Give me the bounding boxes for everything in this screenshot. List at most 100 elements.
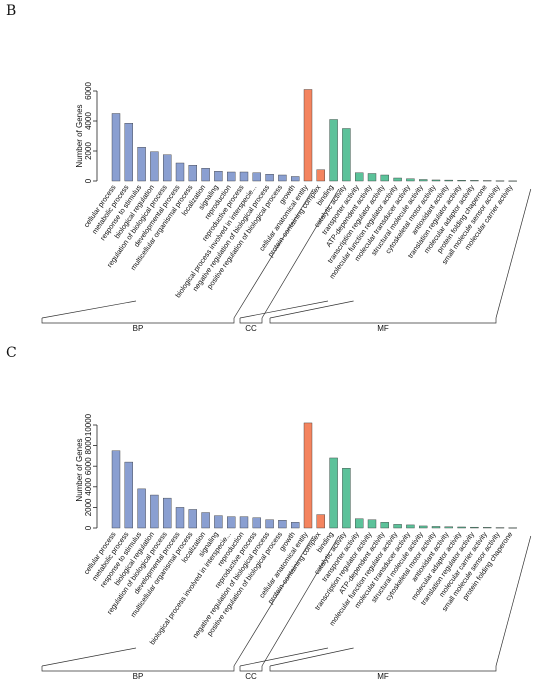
y-tick-label: 6000: [84, 457, 93, 475]
bar: [495, 527, 505, 529]
bar: [431, 526, 441, 529]
bar: [406, 524, 415, 529]
bar: [367, 173, 377, 182]
group-label: MF: [377, 324, 389, 333]
bar: [265, 519, 274, 529]
bar: [188, 509, 198, 529]
group-connector: [41, 300, 137, 319]
bar: [239, 171, 249, 182]
y-tick-label: 0: [84, 525, 93, 530]
group-label: CC: [245, 324, 257, 333]
bar: [483, 180, 492, 182]
group-bracket: [41, 666, 235, 672]
bar: [201, 512, 210, 529]
bar: [393, 177, 402, 182]
bar: [252, 517, 262, 529]
bar: [483, 527, 492, 529]
bar: [175, 507, 185, 529]
bar: [111, 450, 121, 529]
bar: [495, 180, 505, 182]
bar: [291, 522, 300, 529]
bar: [457, 526, 466, 529]
y-tick-label: 8000: [84, 436, 93, 454]
panel-letter-b: B: [6, 3, 17, 19]
group-bracket: [269, 666, 497, 672]
bar: [342, 468, 351, 529]
bar: [444, 179, 453, 182]
bar: [355, 172, 364, 182]
group-connector: [495, 188, 532, 319]
bar: [201, 168, 210, 182]
bar: [457, 180, 466, 182]
y-tick-label: 10000: [84, 413, 93, 436]
y-tick-label: 6000: [84, 82, 93, 100]
bar: [329, 457, 338, 529]
bar: [444, 526, 453, 529]
bar: [137, 488, 146, 529]
group-connector: [261, 188, 340, 319]
bar: [380, 522, 389, 529]
bar: [278, 520, 287, 529]
group-label: BP: [133, 324, 144, 333]
group-connector: [233, 188, 314, 319]
y-axis-title: Number of Genes: [75, 104, 84, 167]
group-connector: [269, 647, 354, 667]
bar: [303, 89, 313, 182]
group-connector: [239, 647, 329, 667]
bar: [355, 518, 364, 529]
bar: [226, 516, 236, 529]
group-label: BP: [133, 672, 144, 680]
bar: [214, 515, 223, 529]
group-connector: [261, 535, 340, 667]
bar: [278, 174, 287, 182]
bar: [393, 524, 402, 529]
bar: [111, 113, 121, 182]
bar: [175, 162, 185, 182]
bar: [214, 171, 223, 182]
bar: [508, 527, 517, 529]
bar: [265, 174, 274, 182]
group-bracket: [239, 318, 263, 324]
y-tick-label: 4000: [84, 112, 93, 130]
bar: [380, 174, 389, 182]
y-tick-label: 2000: [84, 498, 93, 516]
panel-letter-c: C: [6, 345, 17, 361]
bar: [470, 180, 479, 182]
bar: [419, 179, 428, 182]
bar: [124, 123, 134, 182]
bar: [406, 178, 415, 182]
group-connector: [495, 535, 532, 667]
y-tick-label: 2000: [84, 142, 93, 160]
bar: [162, 154, 172, 182]
bar: [150, 494, 159, 529]
bar: [316, 514, 325, 529]
bar: [329, 119, 338, 182]
bar: [137, 147, 146, 182]
group-label: CC: [245, 672, 257, 680]
bar: [316, 169, 325, 182]
bar: [419, 525, 428, 529]
group-connector: [233, 535, 314, 667]
bar: [162, 497, 172, 529]
y-axis-title: Number of Genes: [75, 438, 84, 501]
group-connector: [269, 300, 354, 319]
bar: [342, 128, 351, 182]
bar: [226, 171, 236, 182]
bar: [291, 176, 300, 182]
group-bracket: [269, 318, 497, 324]
group-bracket: [239, 666, 263, 672]
y-tick-label: 4000: [84, 477, 93, 495]
bar: [303, 422, 313, 529]
y-tick-label: 0: [84, 178, 93, 183]
bar: [508, 180, 517, 182]
bar: [252, 172, 262, 182]
bar: [367, 519, 377, 529]
bar: [431, 179, 441, 182]
bar: [188, 165, 198, 182]
group-bracket: [41, 318, 235, 324]
group-connector: [41, 647, 137, 667]
group-connector: [239, 300, 329, 319]
